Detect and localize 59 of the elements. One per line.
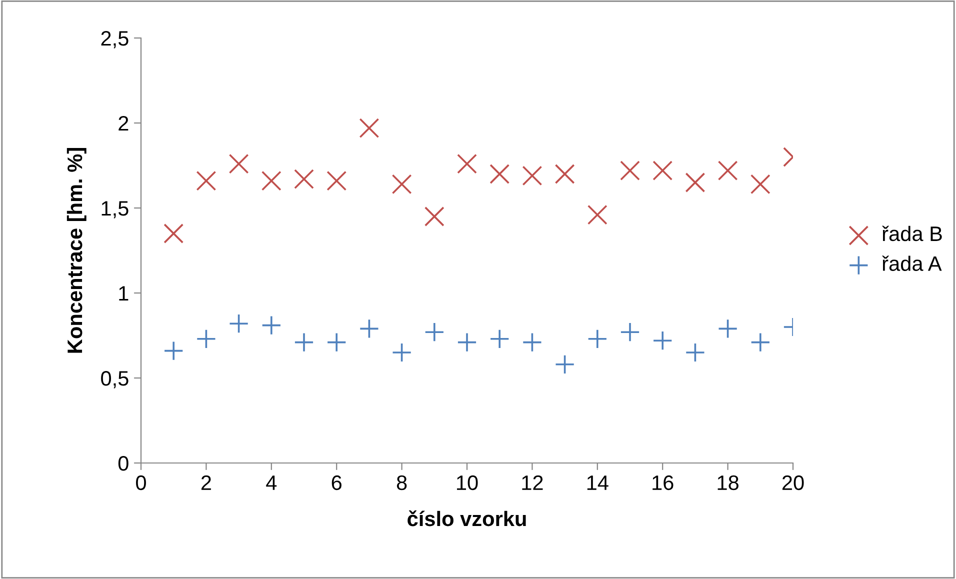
point — [457, 332, 477, 352]
point — [228, 154, 249, 174]
x-tick-label: 16 — [652, 475, 674, 490]
point — [620, 160, 640, 181]
x-tick-label: 10 — [457, 475, 478, 490]
x-tick-label: 6 — [332, 475, 342, 490]
point — [424, 322, 444, 342]
x-tick-label: 0 — [136, 475, 146, 490]
point — [652, 160, 673, 181]
point — [522, 166, 542, 186]
x-tick-label: 2 — [201, 475, 211, 490]
y-axis-title: Koncentrace [hm. %] — [66, 148, 86, 353]
point — [164, 340, 184, 361]
point — [392, 342, 412, 362]
x-axis-title: číslo vzorku — [408, 510, 526, 526]
x-tick-label: 12 — [522, 475, 543, 490]
point — [294, 169, 314, 190]
point — [587, 328, 608, 349]
legend-label: řada A — [882, 256, 942, 272]
point — [164, 224, 184, 244]
y-tick-label: 0 — [118, 456, 128, 471]
point — [620, 322, 640, 342]
point — [750, 332, 770, 352]
y-tick-label: 1,5 — [102, 201, 128, 218]
point — [261, 170, 282, 191]
point — [424, 206, 444, 226]
point — [522, 332, 542, 352]
point — [359, 318, 380, 339]
point — [228, 314, 249, 334]
point — [750, 174, 770, 194]
point — [490, 328, 510, 349]
point — [196, 170, 216, 191]
legend-label: řada B — [882, 226, 942, 242]
y-tick-label: 0,5 — [101, 371, 128, 388]
y-tick-label: 1 — [119, 286, 128, 301]
x-tick-label: 18 — [718, 475, 738, 490]
point — [326, 170, 347, 191]
point — [359, 118, 380, 138]
point — [294, 332, 314, 352]
point — [718, 160, 738, 181]
point — [685, 342, 706, 362]
x-tick-label: 8 — [396, 475, 407, 490]
point — [554, 354, 575, 374]
point — [554, 164, 575, 184]
point — [587, 204, 608, 225]
point — [457, 154, 477, 174]
point — [326, 332, 347, 352]
x-tick-label: 4 — [266, 476, 277, 490]
point — [490, 164, 510, 184]
point — [685, 172, 706, 192]
point — [652, 330, 673, 351]
y-tick-label: 2 — [118, 116, 128, 131]
x-tick-label: 14 — [587, 476, 608, 490]
point — [718, 318, 738, 339]
point — [392, 174, 412, 194]
point — [196, 328, 216, 349]
point — [261, 315, 282, 336]
x-tick-label: 20 — [782, 475, 804, 490]
y-tick-label: 2,5 — [101, 31, 128, 48]
